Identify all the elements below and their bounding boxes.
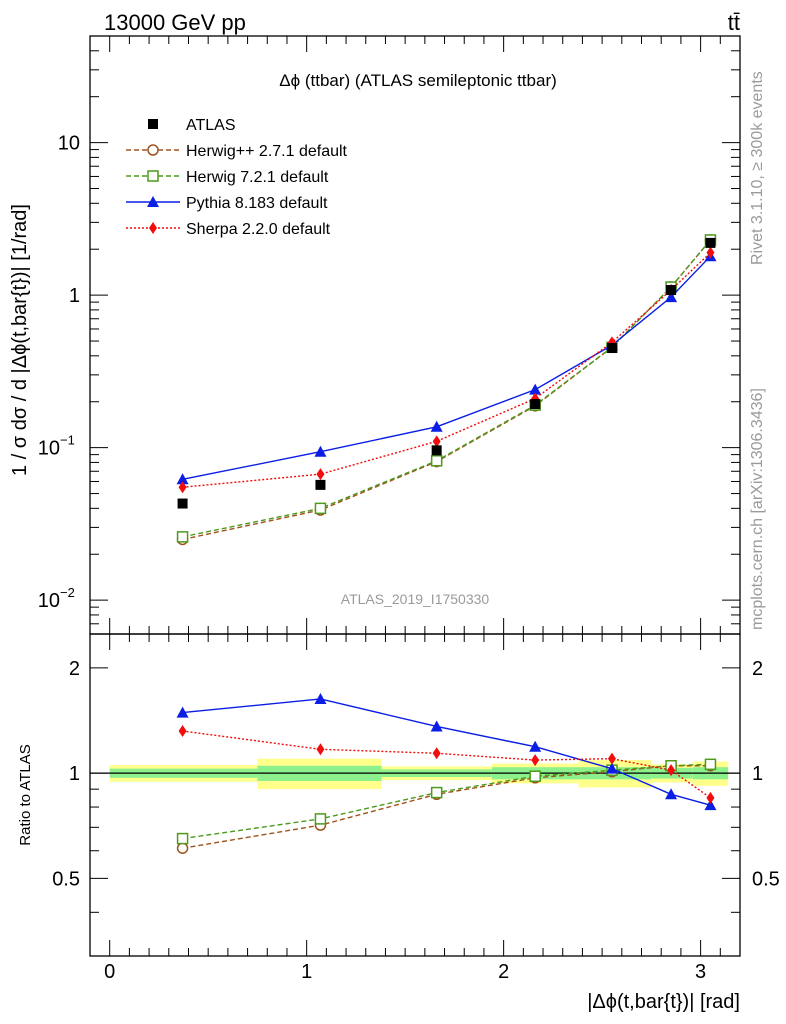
atlas-data-point: [530, 399, 541, 410]
series-point-2: [529, 383, 542, 395]
ratio-point-3: [607, 752, 616, 765]
header-left: 13000 GeV pp: [104, 10, 246, 35]
series-line-1: [182, 239, 711, 538]
series-line-0: [182, 239, 711, 541]
ratio-panel-frame: [89, 633, 741, 957]
ratio-point-3: [432, 747, 441, 760]
legend-label-atlas: ATLAS: [186, 117, 236, 134]
axis-ticks: [89, 35, 741, 957]
ratio-point-3: [316, 743, 325, 756]
x-tick-label: 1: [301, 961, 312, 983]
ratio-point-1: [704, 758, 717, 771]
atlas-data-point: [431, 445, 442, 456]
legend-marker-3: [149, 222, 157, 234]
legend-marker-2: [147, 196, 159, 207]
ratio-point-3: [531, 754, 540, 767]
ratio-point-1: [529, 770, 541, 782]
y-tick-label: 10: [38, 590, 60, 612]
atlas-data-point: [666, 285, 677, 296]
atlas-data-point: [177, 498, 188, 509]
watermark: ATLAS_2019_I1750330: [341, 591, 490, 607]
legend: ATLAS Herwig++ 2.7.1 default Herwig 7.2.…: [126, 117, 348, 238]
legend-label-sherpa: Sherpa 2.2.0 default: [186, 221, 331, 238]
series-point-2: [665, 291, 678, 303]
ratio-point-2: [704, 799, 717, 811]
y-tick-label-exponent: −1: [60, 433, 75, 448]
header-right: tt̄: [728, 10, 740, 35]
legend-marker-atlas: [148, 119, 158, 129]
legend-marker-0: [147, 144, 159, 156]
ratio-tick-label-right: 0.5: [752, 868, 780, 890]
ratio-tick-label-left: 0.5: [52, 868, 80, 890]
series-group: [176, 234, 717, 854]
y-axis-label: 1 / σ dσ / d |Δϕ(t,bar{t})| [1/rad]: [9, 204, 31, 476]
ratio-point-1: [176, 832, 189, 845]
ratio-point-1: [430, 786, 443, 799]
series-point-3: [178, 481, 187, 494]
x-tick-labels: 0 1 2 3: [104, 961, 706, 983]
x-tick-label: 3: [695, 961, 706, 983]
series-point-3: [316, 468, 325, 481]
x-tick-label: 2: [498, 961, 509, 983]
ratio-point-3: [178, 724, 187, 737]
ratio-point-2: [314, 692, 327, 704]
ratio-line-2: [182, 698, 711, 806]
y-tick-label: 1: [69, 285, 80, 307]
uncertainty-bands: [90, 758, 740, 790]
atlas-data-point: [606, 343, 617, 354]
series-point-2: [430, 420, 443, 432]
ratio-tick-label-right: 2: [752, 658, 763, 680]
x-axis-label: |Δϕ(t,bar{t})| [rad]: [587, 991, 740, 1013]
legend-marker-1: [147, 170, 159, 182]
mcplots-label: mcplots.cern.ch [arXiv:1306.3436]: [749, 388, 766, 630]
ratio-point-2: [176, 706, 189, 718]
x-tick-label: 0: [104, 961, 115, 983]
ratio-point-2: [430, 720, 443, 732]
ratio-point-0: [176, 842, 189, 854]
ratio-tick-labels: 0.5 0.5 1 1 2 2: [52, 658, 780, 891]
series-line-3: [182, 252, 711, 488]
chart-title: Δϕ (ttbar) (ATLAS semileptonic ttbar): [279, 71, 557, 90]
series-point-2: [176, 473, 189, 485]
atlas-data-point: [315, 479, 326, 490]
ratio-point-1: [314, 813, 327, 825]
legend-label-pythia: Pythia 8.183 default: [186, 195, 328, 212]
series-point-1: [314, 502, 327, 515]
ratio-point-2: [529, 740, 542, 752]
series-point-3: [706, 246, 715, 259]
y-tick-label: 10: [38, 438, 60, 460]
series-line-2: [182, 255, 711, 480]
ratio-tick-label-left: 1: [69, 763, 80, 785]
series-point-3: [432, 435, 441, 448]
ratio-point-3: [667, 764, 676, 777]
ratio-point-2: [665, 788, 678, 800]
y-tick-label-exponent: −2: [60, 585, 75, 600]
ratio-tick-label-left: 2: [69, 658, 80, 680]
ratio-tick-label-right: 1: [752, 763, 763, 785]
series-point-1: [430, 455, 443, 467]
rivet-label: Rivet 3.1.10, ≥ 300k events: [749, 71, 766, 265]
ratio-point-2: [605, 762, 618, 774]
atlas-data-point: [705, 237, 716, 248]
ratio-point-3: [706, 791, 715, 804]
series-point-2: [314, 445, 327, 457]
legend-label-herwigpp: Herwig++ 2.7.1 default: [186, 143, 348, 160]
ratio-axis-label: Ratio to ATLAS: [17, 744, 34, 845]
legend-label-herwig7: Herwig 7.2.1 default: [186, 169, 329, 186]
series-point-1: [176, 531, 189, 543]
y-tick-label: 10: [58, 133, 80, 155]
